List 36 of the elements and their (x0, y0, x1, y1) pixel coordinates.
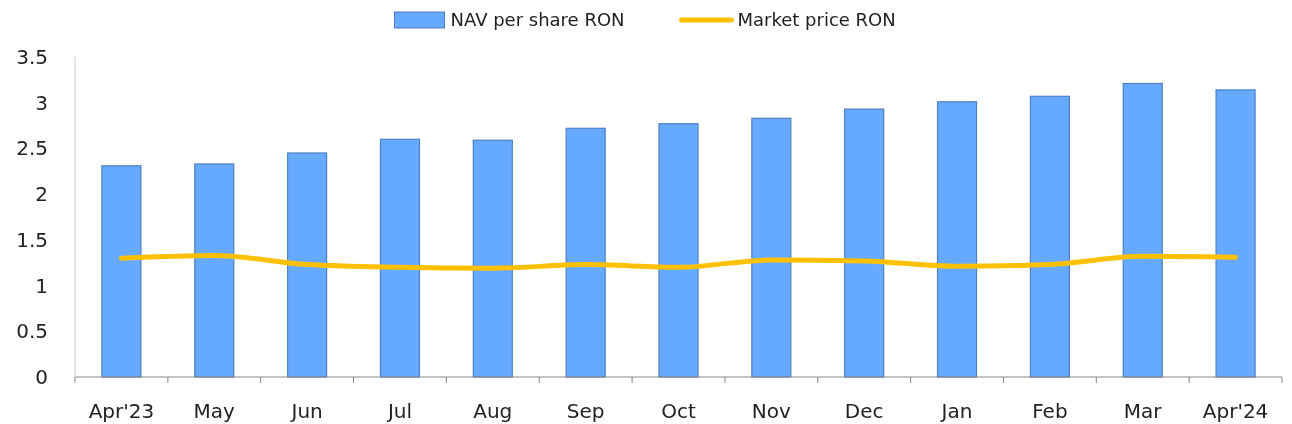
x-tick-label: Mar (1123, 399, 1163, 423)
x-tick-label: Feb (1032, 399, 1068, 423)
x-tick-label: Oct (661, 399, 696, 423)
x-tick-label: Nov (751, 399, 792, 423)
bar (1029, 95, 1070, 378)
y-tick-label: 3 (35, 90, 48, 115)
bar (565, 127, 606, 378)
bar (1215, 89, 1256, 378)
y-tick-label: 0.5 (16, 319, 48, 344)
y-tick-label: 1.5 (16, 227, 48, 252)
bar (194, 163, 235, 378)
x-tick-label: Apr'23 (88, 399, 155, 423)
x-tick-label: Apr'24 (1202, 399, 1269, 423)
x-tick-label: Aug (473, 399, 513, 423)
bar (844, 108, 885, 378)
bar (751, 117, 792, 378)
legend-label: NAV per share RON (450, 9, 625, 31)
y-tick-label: 2 (35, 182, 48, 207)
y-tick-label: 2.5 (16, 136, 48, 161)
x-tick-label: Jan (939, 399, 973, 423)
bar (472, 139, 513, 378)
bar (936, 101, 978, 378)
legend-label: Market price RON (737, 9, 896, 31)
y-tick-label: 0 (35, 365, 48, 389)
bar (658, 123, 699, 378)
bar (1122, 82, 1163, 378)
x-tick-label: Jun (289, 399, 323, 423)
x-tick-label: Sep (566, 399, 605, 423)
bar (379, 138, 421, 378)
x-tick-label: Jul (385, 399, 413, 423)
x-tick-label: Dec (844, 399, 884, 423)
bar (101, 165, 142, 378)
y-tick-label: 1 (35, 273, 48, 298)
bar (287, 152, 328, 378)
y-tick-label: 3.5 (16, 45, 48, 69)
x-tick-label: May (193, 399, 236, 423)
